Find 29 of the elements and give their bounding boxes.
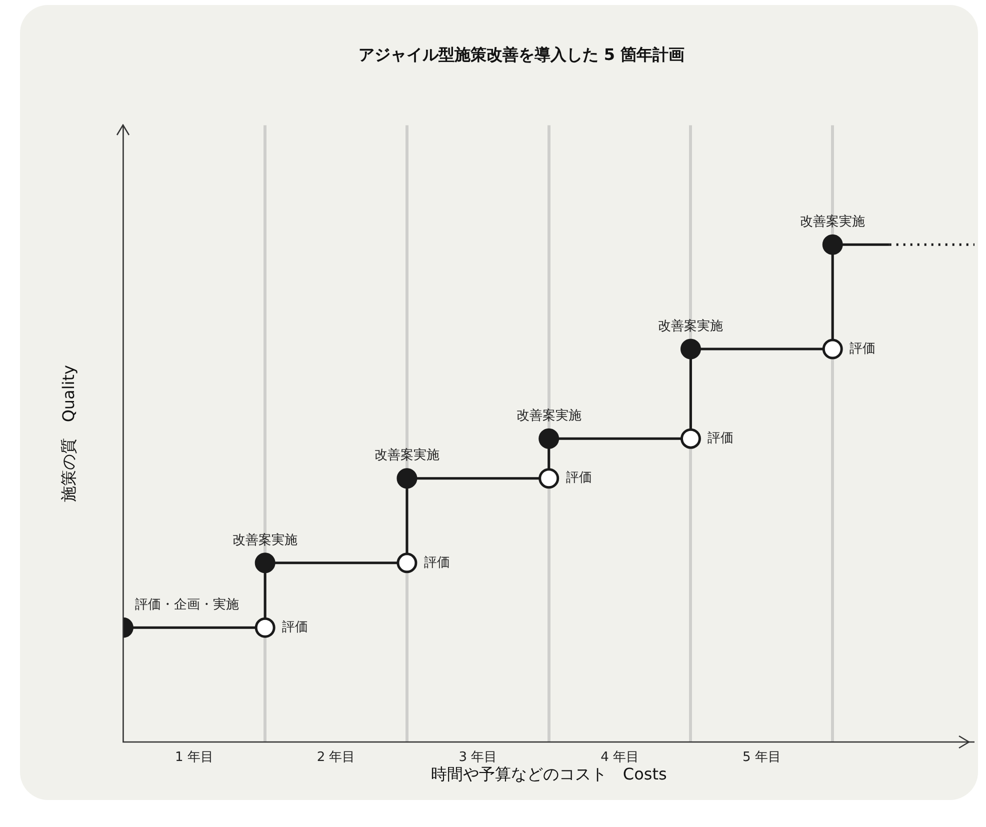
- point: [538, 428, 560, 449]
- x-tick-label: 4 年目: [600, 750, 639, 766]
- point: [396, 552, 418, 574]
- point: [680, 338, 701, 360]
- x-tick-label: 5 年目: [742, 750, 781, 766]
- point: [822, 338, 843, 360]
- annotation: 評価・企画・実施: [135, 596, 240, 612]
- annotation: 評価: [424, 555, 450, 570]
- point: [254, 617, 276, 638]
- chart-title: アジャイル型施策改善を導入した 5 箇年計画: [358, 44, 685, 64]
- annotation: 評価: [566, 470, 592, 486]
- annotation: 改善案実施: [516, 407, 582, 424]
- annotation: 改善案実施: [800, 213, 866, 230]
- point: [396, 468, 418, 489]
- x-axis-title: 時間や予算などのコスト Costs: [430, 764, 667, 784]
- y-axis-title: 施策の質 Quality: [58, 365, 78, 502]
- annotation: 改善案実施: [232, 532, 298, 548]
- x-tick-label: 2 年目: [316, 750, 356, 766]
- annotation: 改善案実施: [374, 447, 440, 464]
- annotation: 評価: [708, 430, 734, 446]
- annotation: 評価: [850, 341, 876, 356]
- annotation: 評価: [282, 620, 308, 635]
- point: [538, 468, 560, 489]
- point: [254, 552, 276, 574]
- point: [822, 234, 843, 255]
- point: [680, 428, 701, 449]
- x-tick-label: 3 年目: [458, 750, 498, 766]
- annotation: 改善案実施: [658, 318, 724, 334]
- x-tick-label: 1 年目: [174, 750, 214, 766]
